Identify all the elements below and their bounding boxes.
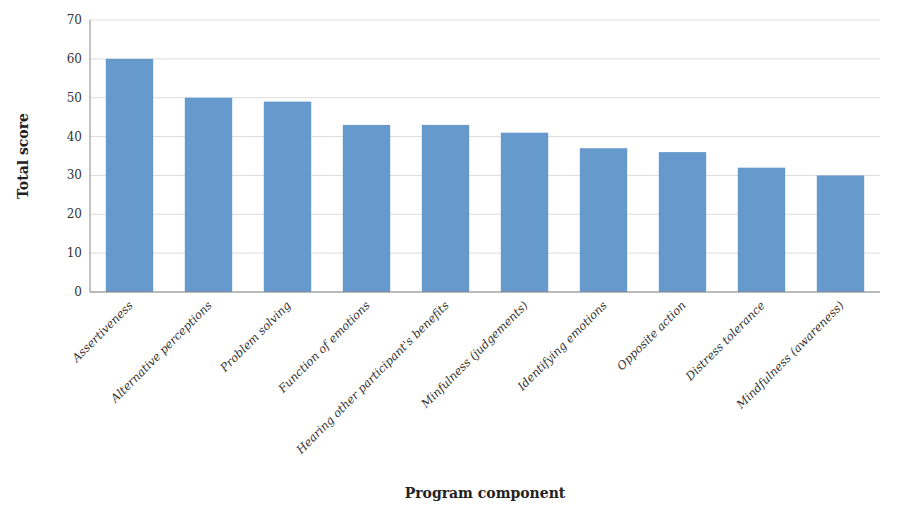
- chart-svg: 0 10 20 30 40 50 60 70 AssertivenessAlternative …: [0, 0, 900, 508]
- bar: [659, 152, 706, 292]
- x-tick-label: Distress tolerance: [682, 298, 768, 384]
- x-tick-label: Assertiveness: [68, 298, 135, 365]
- chart-container: 0 10 20 30 40 50 60 70 AssertivenessAlternative …: [0, 0, 900, 508]
- y-tick-label: 50: [67, 91, 82, 105]
- grid-line: [90, 20, 880, 21]
- y-tick-label: 10: [67, 246, 82, 260]
- x-tick-label: Minfulness (judgements): [418, 298, 531, 411]
- x-tick-label: Opposite action: [614, 298, 689, 373]
- bar: [501, 133, 548, 292]
- bar: [185, 98, 232, 292]
- y-tick-label: 0: [74, 285, 82, 299]
- bar: [106, 59, 153, 292]
- bar: [580, 148, 627, 292]
- x-tick-label: Mindfulness (awareness): [733, 298, 847, 412]
- bars: [106, 59, 864, 292]
- grid-line: [90, 292, 880, 293]
- x-tick-label: Problem solving: [217, 298, 294, 375]
- grid: [90, 20, 880, 292]
- y-tick-label: 20: [67, 207, 82, 221]
- y-tick-label: 40: [67, 130, 82, 144]
- x-tick-label: Hearing other participant's benefits: [293, 298, 452, 457]
- x-tick-label: Alternative perceptions: [107, 298, 215, 406]
- y-axis-line: [90, 20, 91, 292]
- bar: [738, 168, 785, 292]
- bar: [817, 175, 864, 292]
- x-axis-title: Program component: [405, 485, 566, 501]
- x-tick-label: Identifying emotions: [514, 298, 610, 394]
- bar: [343, 125, 390, 292]
- x-axis-line: [90, 292, 880, 293]
- y-tick-labels: 0 10 20 30 40 50 60 70: [67, 13, 82, 299]
- y-axis-title: Total score: [15, 113, 31, 199]
- y-tick-label: 30: [67, 168, 82, 182]
- y-tick-label: 60: [67, 52, 82, 66]
- grid-line: [90, 58, 880, 59]
- bar: [264, 102, 311, 292]
- y-tick-label: 70: [67, 13, 82, 27]
- bar: [422, 125, 469, 292]
- x-tick-labels: AssertivenessAlternative perceptionsProb…: [68, 298, 846, 457]
